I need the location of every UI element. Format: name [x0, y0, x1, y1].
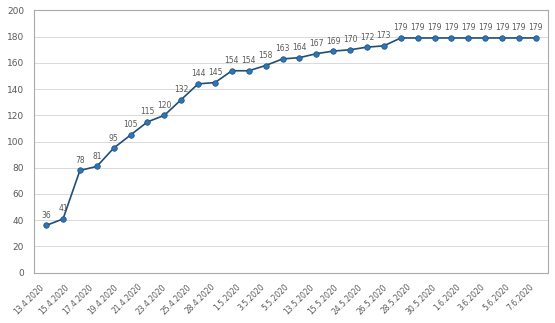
- Text: 179: 179: [478, 24, 492, 32]
- Text: 41: 41: [58, 204, 68, 214]
- Text: 145: 145: [208, 68, 222, 77]
- Text: 81: 81: [92, 152, 102, 161]
- Text: 95: 95: [109, 133, 119, 142]
- Text: 154: 154: [241, 56, 256, 65]
- Text: 169: 169: [326, 36, 340, 46]
- Text: 179: 179: [444, 24, 458, 32]
- Text: 144: 144: [191, 69, 205, 78]
- Text: 173: 173: [377, 31, 391, 40]
- Text: 179: 179: [512, 24, 526, 32]
- Text: 132: 132: [174, 85, 189, 94]
- Text: 36: 36: [41, 211, 51, 220]
- Text: 179: 179: [410, 24, 425, 32]
- Text: 154: 154: [225, 56, 239, 65]
- Text: 170: 170: [343, 35, 357, 44]
- Text: 179: 179: [427, 24, 442, 32]
- Text: 179: 179: [528, 24, 543, 32]
- Text: 78: 78: [75, 156, 85, 165]
- Text: 172: 172: [360, 33, 374, 42]
- Text: 105: 105: [123, 120, 138, 130]
- Text: 164: 164: [292, 43, 307, 52]
- Text: 167: 167: [309, 39, 324, 48]
- Text: 158: 158: [259, 51, 273, 60]
- Text: 163: 163: [275, 44, 290, 53]
- Text: 115: 115: [140, 107, 155, 116]
- Text: 179: 179: [393, 24, 408, 32]
- Text: 179: 179: [495, 24, 509, 32]
- Text: 179: 179: [461, 24, 476, 32]
- Text: 120: 120: [157, 101, 171, 110]
